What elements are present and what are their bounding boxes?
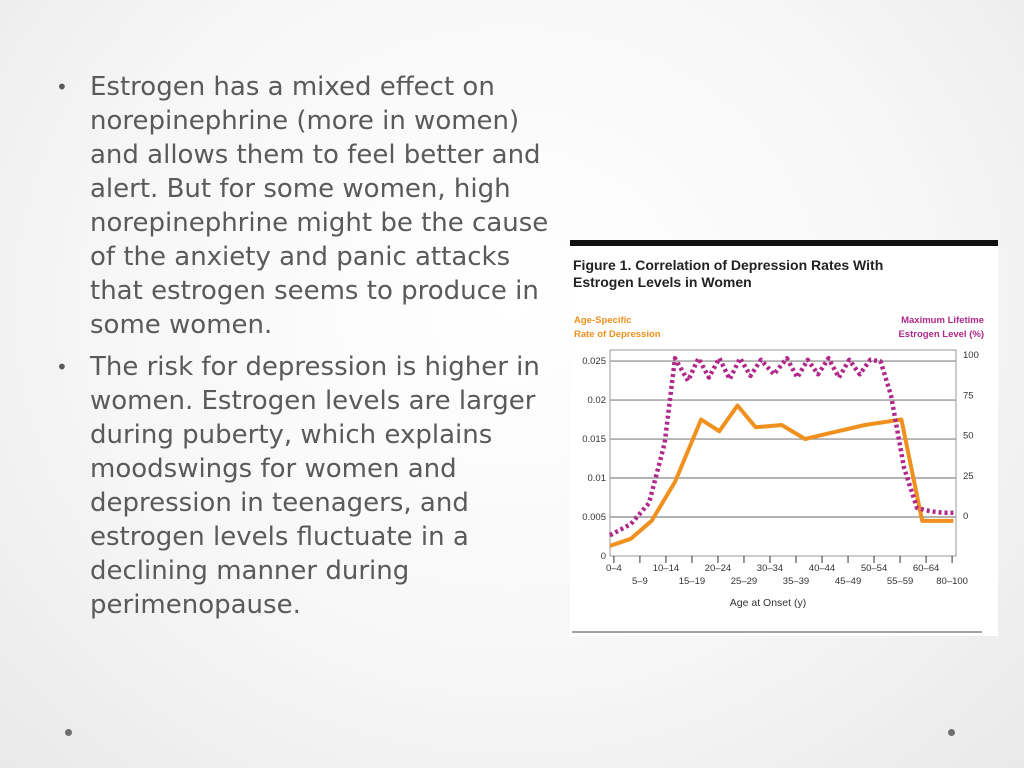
right-tick-label: 50: [963, 431, 974, 442]
x-tick-label: 80–100: [936, 576, 968, 587]
x-tick-label: 50–54: [861, 563, 887, 574]
bullet-list: • Estrogen has a mixed effect on norepine…: [52, 70, 562, 630]
x-axis-label: Age at Onset (y): [730, 597, 806, 609]
right-tick-label: 75: [963, 390, 974, 401]
right-axis-ticks: 0 25 50 75 100: [963, 350, 979, 522]
figure-panel: Figure 1. Correlation of Depression Rate…: [570, 240, 998, 636]
plot-lines: [610, 358, 953, 546]
x-tick-label: 45–49: [835, 576, 861, 587]
bullet-glyph: •: [56, 350, 68, 384]
x-tick-label: 0–4: [606, 563, 622, 574]
depression-estrogen-chart: Figure 1. Correlation of Depression Rate…: [570, 240, 998, 636]
left-axis-label-line-2: Rate of Depression: [574, 329, 661, 340]
estrogen-series-line: [610, 358, 953, 535]
figure-title-line-2: Estrogen Levels in Women: [573, 274, 752, 290]
depression-series-line: [610, 406, 953, 546]
x-tick-label: 25–29: [731, 576, 757, 587]
bullet-text: Estrogen has a mixed effect on norepinep…: [90, 72, 548, 340]
bullet-item-estrogen-norepinephrine: • Estrogen has a mixed effect on norepine…: [52, 70, 562, 342]
x-tick-label: 10–14: [653, 563, 679, 574]
x-tick-label: 60–64: [913, 563, 939, 574]
left-tick-label: 0.025: [582, 356, 606, 367]
corner-dot-right: [948, 729, 955, 736]
x-tick-label: 30–34: [757, 563, 783, 574]
right-tick-label: 0: [963, 511, 968, 522]
left-axis-ticks: 0 0.005 0.01 0.015 0.02 0.025: [582, 356, 606, 562]
x-tick-label: 35–39: [783, 576, 809, 587]
right-tick-label: 100: [963, 350, 979, 361]
left-tick-label: 0.015: [582, 434, 606, 445]
bullet-glyph: •: [56, 70, 68, 104]
left-tick-label: 0.005: [582, 512, 606, 523]
figure-title-line-1: Figure 1. Correlation of Depression Rate…: [573, 257, 883, 273]
left-tick-label: 0.01: [588, 473, 607, 484]
left-axis-label-line-1: Age-Specific: [574, 315, 632, 326]
bullet-text: The risk for depression is higher in wom…: [90, 352, 540, 620]
left-tick-label: 0: [601, 551, 606, 562]
x-tick-label: 15–19: [679, 576, 705, 587]
right-tick-label: 25: [963, 471, 974, 482]
left-tick-label: 0.02: [588, 395, 607, 406]
x-tick-label: 40–44: [809, 563, 835, 574]
x-tick-label: 5–9: [632, 576, 648, 587]
x-tick-label: 20–24: [705, 563, 731, 574]
figure-top-rule: [570, 240, 998, 246]
bullet-item-depression-risk: • The risk for depression is higher in wo…: [52, 350, 562, 622]
corner-dot-left: [65, 729, 72, 736]
right-axis-label-line-2: Estrogen Level (%): [898, 329, 984, 340]
right-axis-label-line-1: Maximum Lifetime: [901, 315, 984, 326]
x-axis-ticks: 0–4 5–9 10–1415–1920–2425–2930–3435–3940–4…: [606, 556, 968, 587]
x-tick-label: 55–59: [887, 576, 913, 587]
